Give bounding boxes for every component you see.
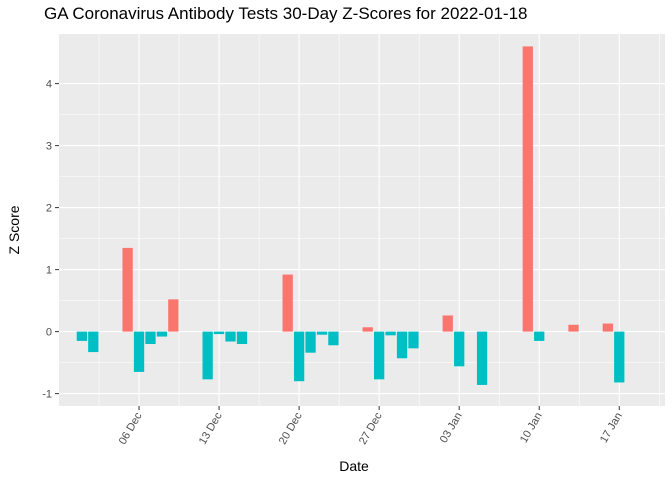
bar-negative xyxy=(385,331,396,336)
x-tick-label: 27 Dec xyxy=(357,410,385,447)
bar-negative xyxy=(328,331,339,346)
bar-positive xyxy=(122,247,133,332)
bar-positive xyxy=(442,315,453,332)
y-tick-label: 2 xyxy=(46,203,52,215)
bar-negative xyxy=(316,331,328,335)
bar-negative xyxy=(76,331,88,341)
bars xyxy=(76,46,625,385)
bar-negative xyxy=(133,331,145,372)
bar-negative xyxy=(614,331,625,383)
bar-positive xyxy=(282,274,293,332)
bar-positive xyxy=(168,299,179,332)
x-tick-label: 17 Jan xyxy=(598,411,625,446)
bar-negative xyxy=(88,331,99,353)
x-tick-label: 20 Dec xyxy=(277,410,305,447)
y-axis-title: Z Score xyxy=(6,205,22,254)
y-tick-label: 3 xyxy=(46,141,52,153)
y-tick-label: 0 xyxy=(46,327,52,339)
x-tick-label: 03 Jan xyxy=(438,411,465,446)
bar-negative xyxy=(374,331,385,380)
y-tick-label: 1 xyxy=(46,265,52,277)
plot-panel xyxy=(59,34,665,406)
y-axis: -1 0 1 2 3 4 xyxy=(42,79,59,401)
chart-title: GA Coronavirus Antibody Tests 30-Day Z-S… xyxy=(44,4,528,23)
bar-positive xyxy=(362,327,373,332)
bar-negative xyxy=(213,331,225,335)
bar-negative xyxy=(156,331,168,337)
bar-negative xyxy=(454,331,465,367)
x-tick-label: 06 Dec xyxy=(117,410,145,447)
bar-negative xyxy=(236,331,248,344)
y-tick-label: 4 xyxy=(46,79,52,91)
bar-negative xyxy=(534,331,545,341)
bar-negative xyxy=(145,331,156,344)
bar-negative xyxy=(476,331,488,385)
bar-positive xyxy=(602,323,613,332)
bar-negative xyxy=(396,331,408,359)
bar-negative xyxy=(202,331,213,380)
bar-positive xyxy=(522,46,533,332)
x-axis: 06 Dec 13 Dec 20 Dec 27 Dec 03 Jan 10 Jan 17 J… xyxy=(117,406,625,447)
bar-negative xyxy=(225,331,236,342)
x-tick-label: 10 Jan xyxy=(518,411,545,446)
x-axis-title: Date xyxy=(339,458,369,474)
bar-negative xyxy=(305,331,316,353)
y-tick-label: -1 xyxy=(42,389,52,401)
x-tick-label: 13 Dec xyxy=(197,410,225,447)
bar-positive xyxy=(568,324,579,332)
bar-negative xyxy=(293,331,305,382)
minor-gridlines xyxy=(59,34,665,406)
bar-negative xyxy=(408,331,419,349)
